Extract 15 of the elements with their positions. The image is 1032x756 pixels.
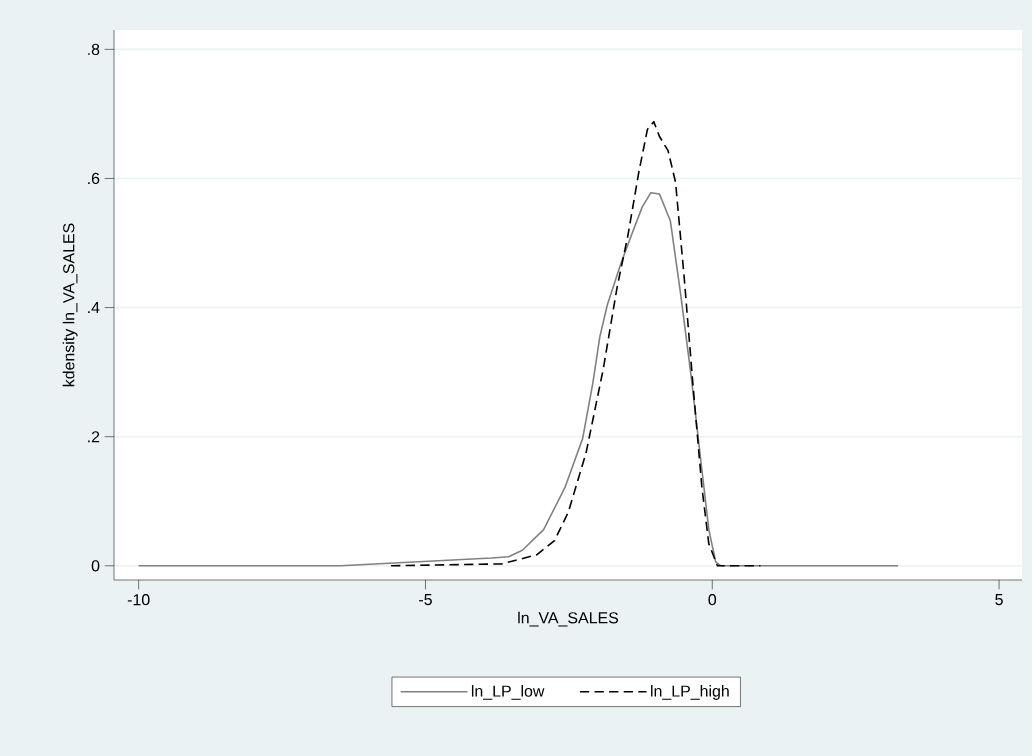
y-tick-label: .2 xyxy=(88,431,100,443)
x-tick-label: -10 xyxy=(127,594,150,606)
line-series xyxy=(390,120,762,567)
legend-label: ln_LP_high xyxy=(651,685,729,700)
y-tick-label: .8 xyxy=(88,43,100,55)
x-tick-label: 5 xyxy=(995,594,1003,606)
x-tick-label: -5 xyxy=(419,594,432,606)
y-tick-label: 0 xyxy=(91,560,100,572)
y-tick-label: .4 xyxy=(88,302,100,314)
y-tick-label: .6 xyxy=(88,172,100,185)
x-tick-label: 0 xyxy=(708,594,717,606)
y-axis-title: kdensity ln_VA_SALES xyxy=(62,223,78,387)
x-axis-title: ln_VA_SALES xyxy=(518,611,619,627)
line-series xyxy=(137,191,899,567)
legend-label: ln_LP_low xyxy=(471,685,545,700)
